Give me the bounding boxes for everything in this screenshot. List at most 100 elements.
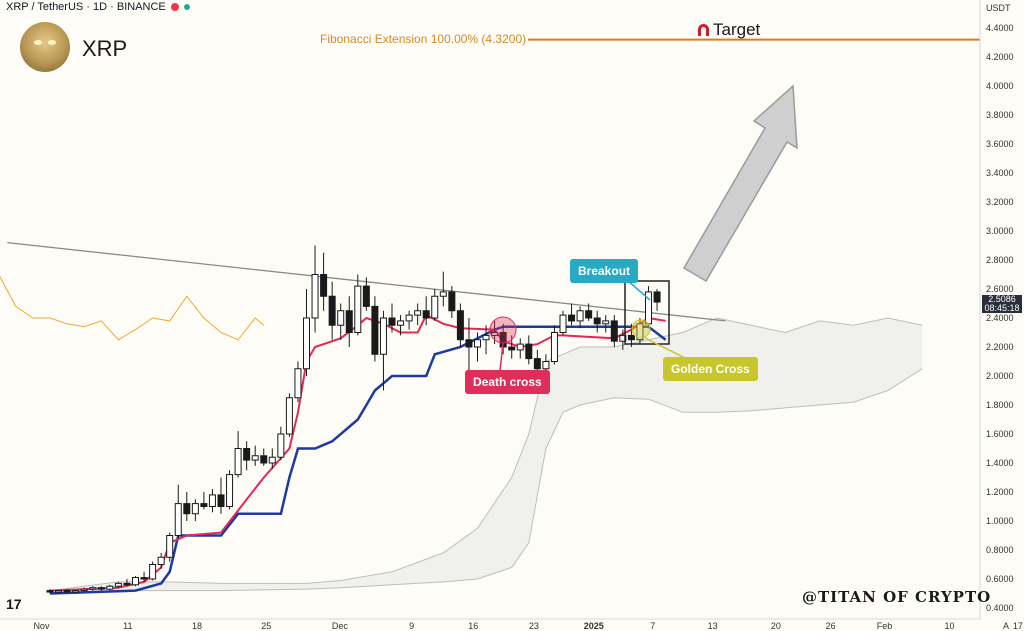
candle-body xyxy=(627,334,635,341)
date-tick-label: 9 xyxy=(409,621,414,631)
candle xyxy=(294,361,302,403)
candle xyxy=(542,354,550,374)
candle-body xyxy=(277,433,285,458)
candle-body xyxy=(474,339,481,348)
candle-body xyxy=(80,588,88,592)
candle xyxy=(645,286,652,327)
symbol-label: XRP xyxy=(82,36,128,61)
candle xyxy=(114,581,122,588)
price-tick-label: 0.4000 xyxy=(986,603,1014,613)
price-tick-label: 4.0000 xyxy=(986,81,1014,91)
candle xyxy=(362,277,370,311)
candle-body xyxy=(140,577,148,580)
date-tick-label: 23 xyxy=(529,621,539,631)
candle-body xyxy=(568,314,576,322)
pair-title: XRP / TetherUS · 1D · BINANCE xyxy=(6,1,166,13)
date-tick-label: Feb xyxy=(877,621,893,631)
candle-body xyxy=(132,577,139,586)
candle-body xyxy=(379,317,387,355)
candle xyxy=(46,589,54,594)
candle xyxy=(208,489,216,513)
target-arrow xyxy=(682,84,798,283)
lagging-span-line xyxy=(0,275,265,341)
candle-body xyxy=(585,310,593,319)
price-tick-label: 2.0000 xyxy=(986,371,1014,381)
candle xyxy=(585,303,593,321)
candle-body xyxy=(602,320,610,325)
price-tick-label: 3.6000 xyxy=(986,139,1014,149)
candle-body xyxy=(166,535,174,558)
avatar xyxy=(20,22,70,72)
candle xyxy=(285,393,293,437)
candle xyxy=(97,586,105,591)
date-tick-label: 10 xyxy=(944,621,954,631)
candle-body xyxy=(542,361,550,370)
candle-body xyxy=(525,343,533,360)
candle xyxy=(226,470,234,510)
candle xyxy=(602,315,610,333)
candle-body xyxy=(516,343,524,351)
date-tick-label: 18 xyxy=(192,621,202,631)
candle-body xyxy=(208,494,216,507)
candle xyxy=(627,323,635,347)
candle-body xyxy=(448,291,456,312)
candle-body xyxy=(328,295,336,326)
countdown-value: 08:45:18 xyxy=(984,303,1020,314)
magnet-icon xyxy=(698,24,709,36)
cloud-area xyxy=(50,318,923,594)
candle xyxy=(149,561,157,581)
candle xyxy=(132,576,139,587)
current-price-value: 2.5086 xyxy=(988,294,1016,305)
candle xyxy=(328,281,336,340)
watermark: @TITAN OF CRYPTO xyxy=(802,588,992,606)
price-tick-label: 0.6000 xyxy=(986,574,1014,584)
candle-body xyxy=(559,314,567,334)
candle xyxy=(234,431,242,478)
candle-body xyxy=(337,310,345,326)
death-cross-label: Death cross xyxy=(465,370,550,394)
candle-body xyxy=(465,339,473,348)
candle xyxy=(610,315,618,347)
candle-body xyxy=(226,474,234,508)
candle xyxy=(636,318,644,345)
candle xyxy=(251,445,259,466)
candle xyxy=(89,586,97,591)
candle xyxy=(568,303,576,326)
candle-body xyxy=(431,295,439,319)
candle-body xyxy=(243,448,251,461)
avatar-eye-right xyxy=(48,40,56,45)
axis-currency: USDT xyxy=(986,3,1011,13)
candle-body xyxy=(149,564,157,580)
candle xyxy=(320,252,328,311)
candle xyxy=(157,552,165,569)
candle-body xyxy=(174,503,182,537)
candle-body xyxy=(610,320,618,342)
candle-body xyxy=(260,455,268,464)
price-tick-label: 1.2000 xyxy=(986,487,1014,497)
candle-body xyxy=(285,397,293,435)
candlesticks xyxy=(46,245,661,594)
candle xyxy=(106,584,114,591)
candle xyxy=(345,296,353,347)
candle xyxy=(166,532,174,562)
price-tick-label: 3.0000 xyxy=(986,226,1014,236)
candle xyxy=(268,448,276,469)
fib-extension-label: Fibonacci Extension 100.00% (4.3200) xyxy=(320,32,527,46)
candle xyxy=(593,310,601,333)
price-tick-label: 2.6000 xyxy=(986,284,1014,294)
candle xyxy=(422,296,430,326)
price-tick-label: 2.8000 xyxy=(986,255,1014,265)
candle-body xyxy=(576,310,584,322)
price-tick-label: 1.6000 xyxy=(986,429,1014,439)
golden-cross-marker xyxy=(631,319,651,339)
candle-body xyxy=(422,310,430,319)
chart-header: XRP / TetherUS · 1D · BINANCE xyxy=(6,1,190,13)
price-tick-label: 1.8000 xyxy=(986,400,1014,410)
candle xyxy=(456,303,464,347)
candle xyxy=(55,590,63,594)
candle-body xyxy=(303,317,310,370)
candle xyxy=(414,303,422,326)
avatar-eye-left xyxy=(34,40,42,45)
candle xyxy=(388,303,396,333)
